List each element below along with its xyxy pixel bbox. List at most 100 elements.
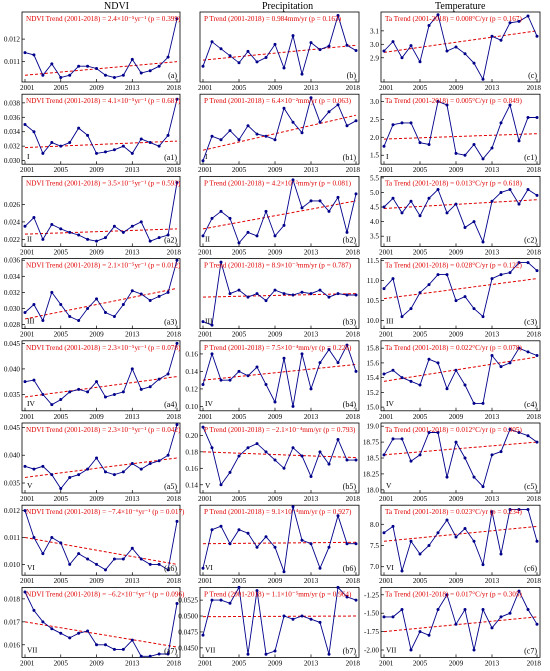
plot-frame — [21, 175, 181, 247]
trend-line — [383, 525, 538, 542]
data-point — [32, 608, 36, 612]
row-label: V — [27, 481, 33, 490]
data-point — [400, 437, 404, 441]
x-tick-label: 2009 — [89, 659, 104, 667]
x-tick-label: 2009 — [89, 577, 104, 585]
data-point — [210, 216, 214, 220]
data-point — [121, 302, 125, 306]
x-tick-label: 2001 — [20, 248, 35, 256]
data-point — [264, 450, 268, 454]
data-point — [345, 458, 349, 462]
data-point — [354, 49, 358, 52]
data-point — [445, 518, 449, 522]
data-point — [219, 260, 223, 264]
data-point — [32, 53, 36, 57]
x-tick-label: 2013 — [485, 495, 500, 503]
x-tick-label: 2009 — [268, 413, 283, 421]
data-point — [327, 348, 331, 352]
data-point — [23, 224, 27, 228]
data-point — [219, 483, 223, 487]
data-point — [427, 196, 431, 200]
data-point — [282, 466, 286, 470]
column-title-temperature: Temperature — [435, 1, 486, 12]
series-line — [24, 343, 178, 406]
data-point — [255, 589, 259, 593]
y-tick-label: 8.0 — [370, 521, 379, 529]
data-point — [68, 73, 72, 77]
trend-annotation: Ta Trend (2001-2018) = 0.023°C/yr (p = 0… — [385, 508, 522, 516]
data-point — [463, 383, 467, 387]
data-point — [148, 141, 152, 145]
data-point — [50, 403, 54, 407]
y-tick-label: 0.045 — [4, 340, 21, 348]
y-tick-label: 0.030 — [4, 157, 21, 165]
panel-b: 2001 2005 2009 2013 2018 P Trend (2001-2018) … — [198, 11, 360, 92]
x-tick-label: 2009 — [449, 166, 464, 174]
x-tick-label: 2009 — [449, 84, 464, 92]
trend-line — [383, 278, 538, 300]
data-point — [175, 181, 179, 185]
series-line — [383, 428, 538, 488]
y-tick-label: 15.4 — [366, 374, 379, 382]
data-point — [382, 531, 386, 535]
data-point — [535, 622, 539, 626]
data-point — [327, 44, 331, 48]
x-tick-label: 2018 — [527, 84, 542, 92]
data-point — [436, 188, 440, 192]
y-tick-label: 1.5 — [370, 152, 379, 160]
y-tick-label: -1.25 — [364, 591, 379, 599]
trend-annotation: Ta Trend (2001-2018) = 0.028°C/yr (p = 0… — [385, 262, 522, 270]
x-tick-label: 2001 — [379, 659, 394, 667]
data-point — [300, 538, 304, 542]
data-point — [490, 199, 494, 203]
x-tick-label: 2013 — [304, 495, 319, 503]
data-point — [282, 570, 286, 574]
data-point — [228, 216, 232, 220]
data-point — [130, 462, 134, 466]
data-point — [77, 387, 81, 391]
plot-frame — [199, 422, 360, 494]
y-tick-label: 0.040 — [4, 452, 21, 460]
x-tick-label: 2018 — [346, 248, 361, 256]
data-point — [517, 346, 521, 350]
data-point — [255, 442, 259, 446]
y-tick-label: 11.0 — [367, 277, 380, 285]
x-tick-label: 2001 — [198, 413, 213, 421]
trend-line — [202, 615, 357, 618]
x-tick-label: 2018 — [346, 331, 361, 339]
data-point — [526, 261, 530, 265]
plot-frame — [21, 422, 181, 494]
x-tick-label: 2001 — [198, 577, 213, 585]
data-point — [291, 120, 295, 124]
data-point — [517, 202, 521, 206]
data-point — [255, 132, 259, 136]
panel-label: (c2) — [524, 235, 537, 244]
data-point — [130, 367, 134, 371]
y-tick-label: 15.8 — [366, 345, 379, 353]
data-point — [490, 34, 494, 38]
panel-label: (a4) — [164, 400, 177, 409]
data-point — [526, 608, 530, 612]
data-point — [201, 320, 205, 324]
y-tick-label: 0.022 — [4, 236, 21, 244]
y-tick-label: 0.028 — [4, 321, 21, 329]
panel-a4: 2001 2005 2009 2013 2018 0.035 0.040 0.045 NDVI … — [4, 340, 182, 421]
plot-frame — [199, 175, 360, 247]
trend-annotation: Ta Trend (2001-2018) = 0.012°C/yr (p = 0… — [385, 426, 522, 434]
data-point — [130, 151, 134, 155]
data-point — [228, 601, 232, 605]
data-point — [148, 69, 152, 73]
data-point — [77, 631, 81, 635]
data-point — [32, 130, 36, 134]
y-tick-label: 0.017 — [4, 618, 21, 626]
x-tick-label: 2005 — [232, 495, 247, 503]
plot-frame — [199, 258, 360, 330]
data-point — [86, 237, 90, 241]
panel-b2: 2001 2005 2009 2013 2018 P Trend (2001-2018) … — [198, 175, 361, 256]
data-point — [400, 569, 404, 573]
data-point — [139, 467, 143, 471]
trend-line — [383, 441, 538, 456]
data-point — [445, 475, 449, 479]
data-point — [175, 97, 179, 101]
data-point — [68, 562, 72, 566]
